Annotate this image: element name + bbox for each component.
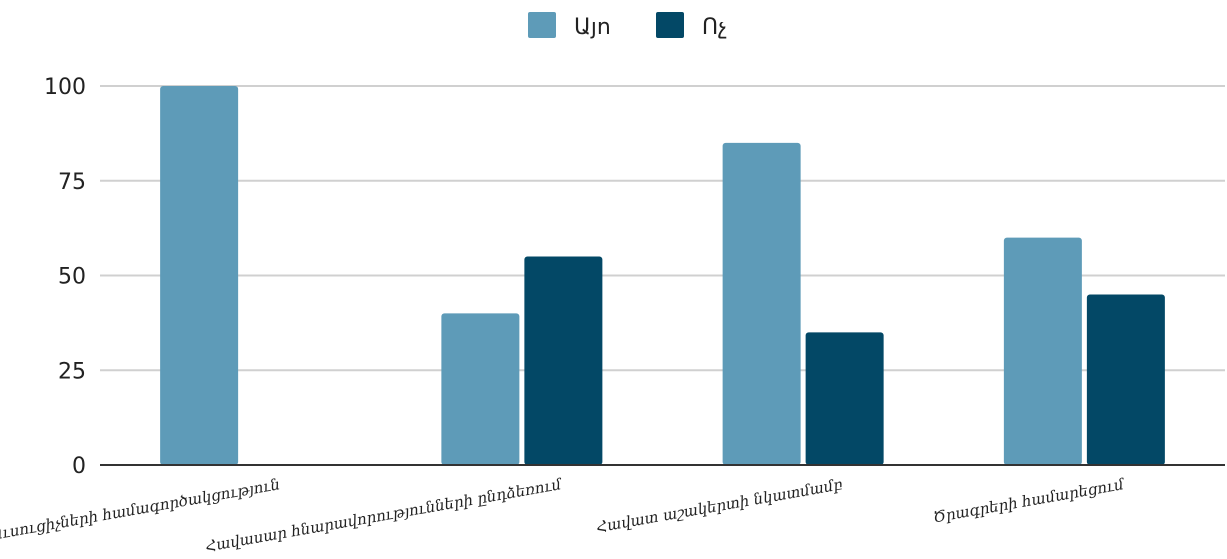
bar-yes — [722, 142, 801, 465]
legend-swatch — [656, 12, 684, 38]
x-category-label: Հավատ աշակերտի նկատմամբ — [595, 475, 844, 536]
y-tick-label: 75 — [58, 170, 86, 195]
legend-label: Ոչ — [702, 15, 727, 40]
legend-swatch — [528, 12, 556, 38]
y-tick-label: 0 — [72, 454, 86, 479]
bars — [160, 86, 1165, 465]
bar-no — [1086, 294, 1165, 465]
legend: Այո Ոչ — [528, 12, 727, 40]
y-tick-label: 50 — [58, 265, 86, 290]
legend-label: Այո — [574, 15, 611, 40]
bar-yes — [441, 313, 520, 465]
y-tick-label: 25 — [58, 359, 86, 384]
bar-no — [805, 332, 884, 465]
bar-yes — [1003, 237, 1082, 465]
bar-no — [524, 256, 603, 465]
bar-yes — [160, 86, 239, 465]
y-tick-label: 100 — [44, 75, 86, 100]
x-category-label: Ծրագրերի համարեցում — [932, 475, 1127, 526]
y-axis-ticks: 0 25 50 75 100 — [44, 75, 86, 479]
